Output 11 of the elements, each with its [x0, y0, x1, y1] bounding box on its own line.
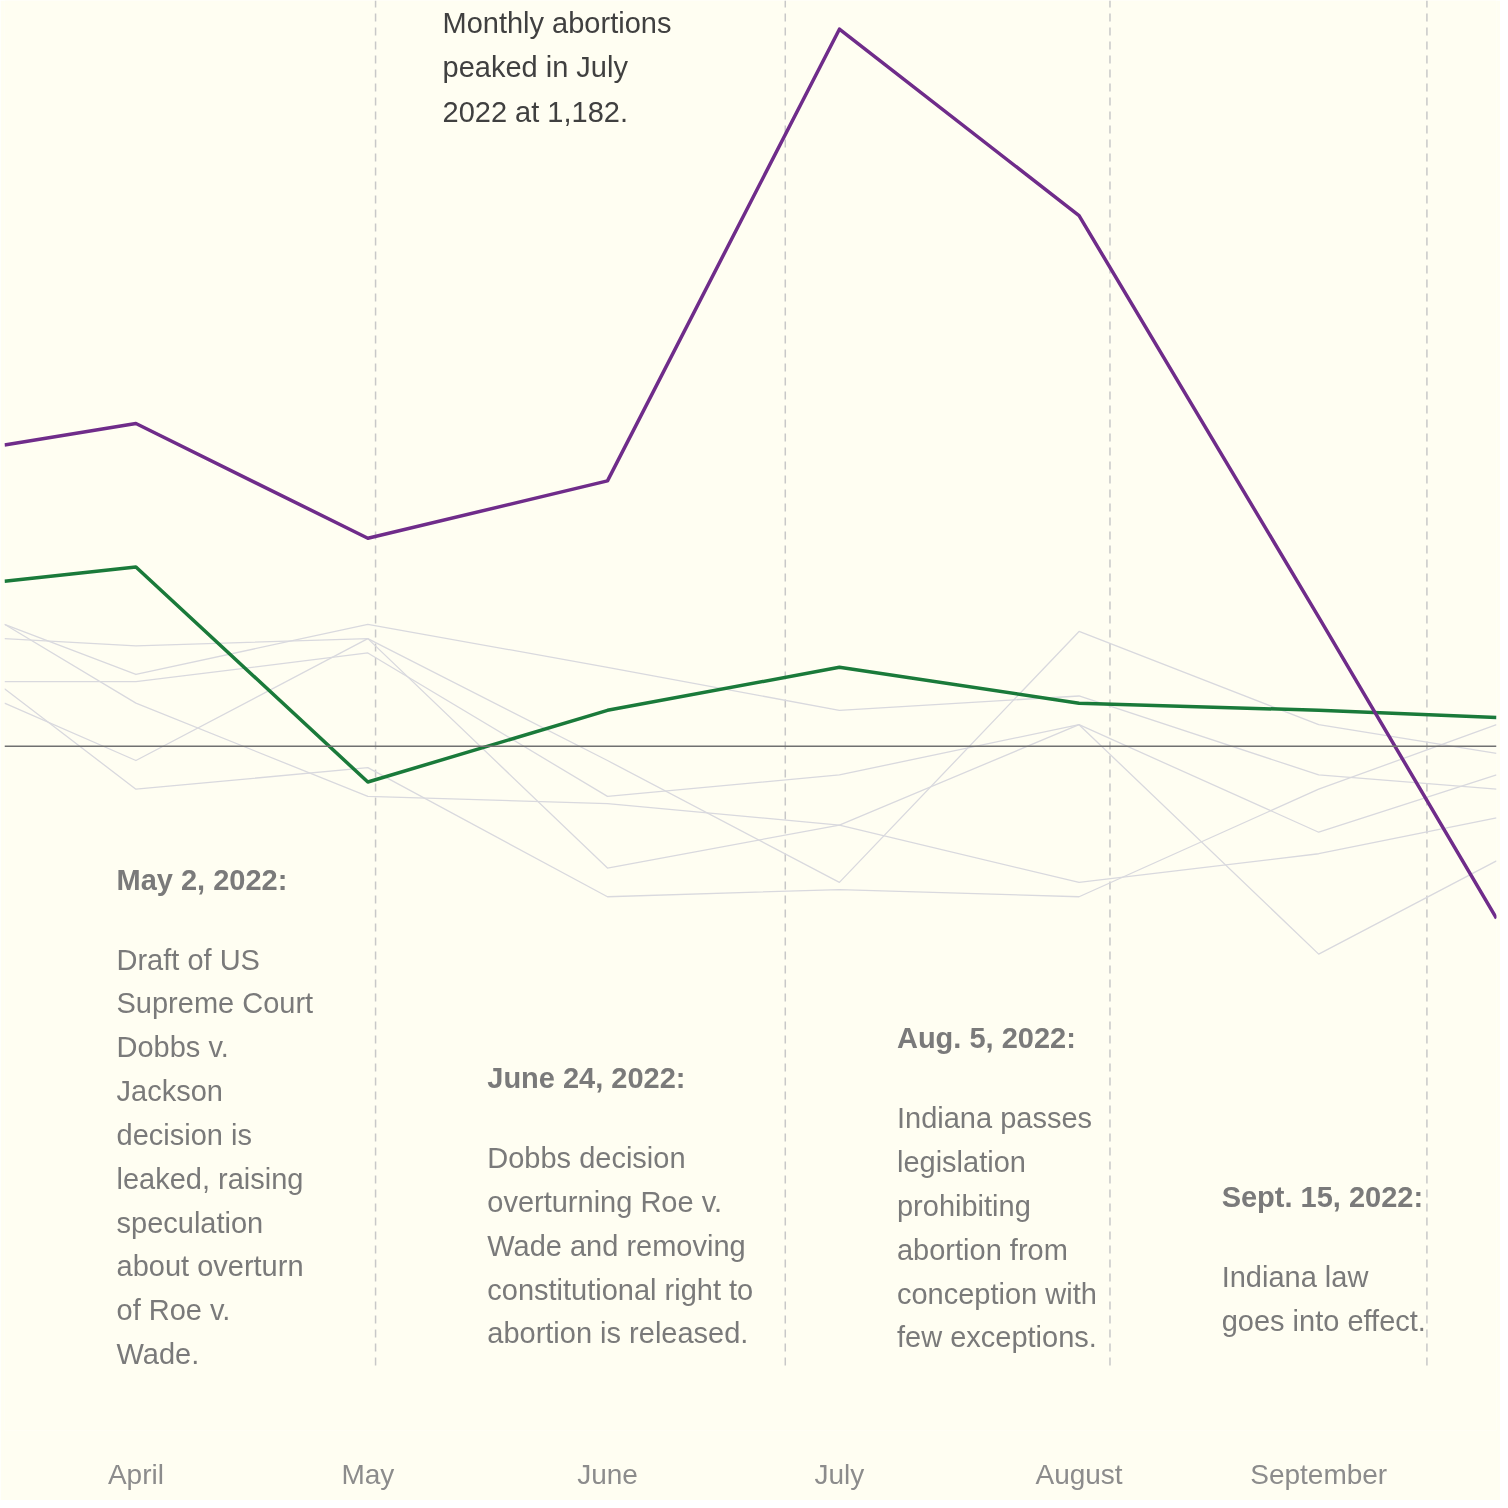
- x-tick-label: July: [814, 1458, 865, 1490]
- text: Aug. 5, 2022: Indiana passes legislation prohibiting abortion from conception with few exceptions.: [896, 1022, 1097, 1354]
- x-tick-label: June: [577, 1458, 638, 1490]
- x-tick-label: September: [1250, 1458, 1388, 1490]
- annotation: Monthly abortions peaked in July 2022 at 1,182.: [442, 6, 672, 129]
- text: May 2, 2022: Draft of US Supreme Court Dobbs v. Jackson decision is leaked, raising speculation about overturn of Roe v. Wade.: [116, 863, 314, 1371]
- x-tick-label: May: [341, 1458, 395, 1490]
- x-tick-label: August: [1035, 1458, 1123, 1490]
- text: Sept. 15, 2022: Indiana law goes into effect.: [1221, 1181, 1426, 1337]
- x-tick-label: April: [107, 1458, 164, 1490]
- text: June 24, 2022: Dobbs decision overturning Roe v. Wade and removing constitutional right to abortion is released.: [487, 1062, 754, 1350]
